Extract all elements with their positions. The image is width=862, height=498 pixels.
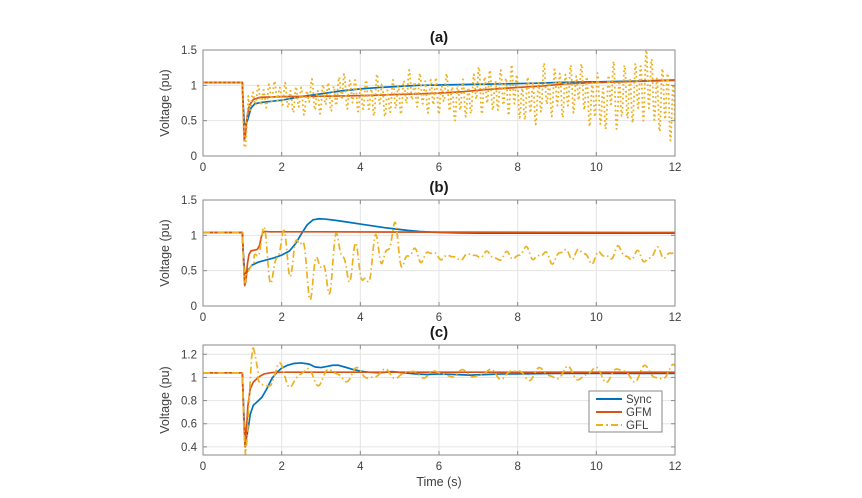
x-tick-label: 6 [436, 162, 442, 174]
x-tick-label: 10 [590, 461, 603, 473]
y-tick-label: 1.5 [181, 45, 197, 57]
legend-label-sync: Sync [626, 394, 652, 406]
subplot-title: (a) [430, 29, 448, 46]
x-tick-label: 8 [514, 461, 520, 473]
series-gfl-line [203, 345, 675, 455]
y-tick-label: 1 [191, 230, 197, 242]
subplot-title: (b) [429, 179, 448, 196]
x-tick-label: 0 [200, 312, 206, 324]
x-tick-label: 0 [200, 162, 206, 174]
subplot-b: 0 2 4 6 8 10 12 0 0.5 1 1.5 (b) Voltage (pu) [158, 179, 681, 324]
series-group [203, 50, 675, 149]
y-axis-label: Voltage (pu) [158, 219, 172, 286]
x-tick-label: 12 [669, 312, 682, 324]
x-tick-label: 6 [436, 461, 442, 473]
y-tick-label: 1 [191, 372, 197, 384]
x-tick-label: 10 [590, 312, 603, 324]
legend-label-gfm: GFM [626, 407, 652, 419]
x-tick-label: 6 [436, 312, 442, 324]
y-tick-label: 1.2 [181, 349, 197, 361]
subplot-c: 0 2 4 6 8 10 12 0.4 0.6 0.8 1 1.2 (c) Voltage (pu) Tim… [158, 324, 681, 489]
x-tick-label: 0 [200, 461, 206, 473]
series-gfl-line [203, 221, 675, 301]
x-tick-label: 8 [514, 312, 520, 324]
y-axis-label: Voltage (pu) [158, 69, 172, 136]
y-tick-label: 0 [191, 301, 197, 313]
x-tick-label: 4 [357, 312, 364, 324]
series-gfm-line [203, 79, 675, 142]
series-gfl-line [203, 50, 675, 149]
y-tick-label: 0 [191, 151, 197, 163]
series-sync-line [203, 362, 675, 440]
y-tick-label: 1 [191, 80, 197, 92]
subplot-title: (c) [430, 324, 448, 341]
series-group [203, 345, 675, 455]
y-tick-label: 0.5 [181, 116, 197, 128]
subplot-a: 0 2 4 6 8 10 12 0 0.5 1 1.5 (a) Voltage (pu) [158, 29, 681, 174]
y-axis-label: Voltage (pu) [158, 366, 172, 433]
x-tick-label: 10 [590, 162, 603, 174]
x-tick-label: 4 [357, 461, 364, 473]
y-tick-label: 0.5 [181, 266, 197, 278]
x-tick-label: 12 [669, 162, 682, 174]
x-axis-label: Time (s) [416, 475, 461, 489]
x-tick-label: 2 [278, 312, 284, 324]
y-tick-label: 0.6 [181, 419, 197, 431]
y-tick-label: 0.8 [181, 396, 197, 408]
series-group [203, 217, 675, 301]
x-tick-label: 8 [514, 162, 520, 174]
x-tick-label: 2 [278, 162, 284, 174]
y-tick-label: 1.5 [181, 195, 197, 207]
x-tick-label: 12 [669, 461, 682, 473]
y-tick-label: 0.4 [181, 442, 198, 454]
legend-label-gfl: GFL [626, 420, 649, 432]
x-tick-label: 2 [278, 461, 284, 473]
x-tick-label: 4 [357, 162, 364, 174]
